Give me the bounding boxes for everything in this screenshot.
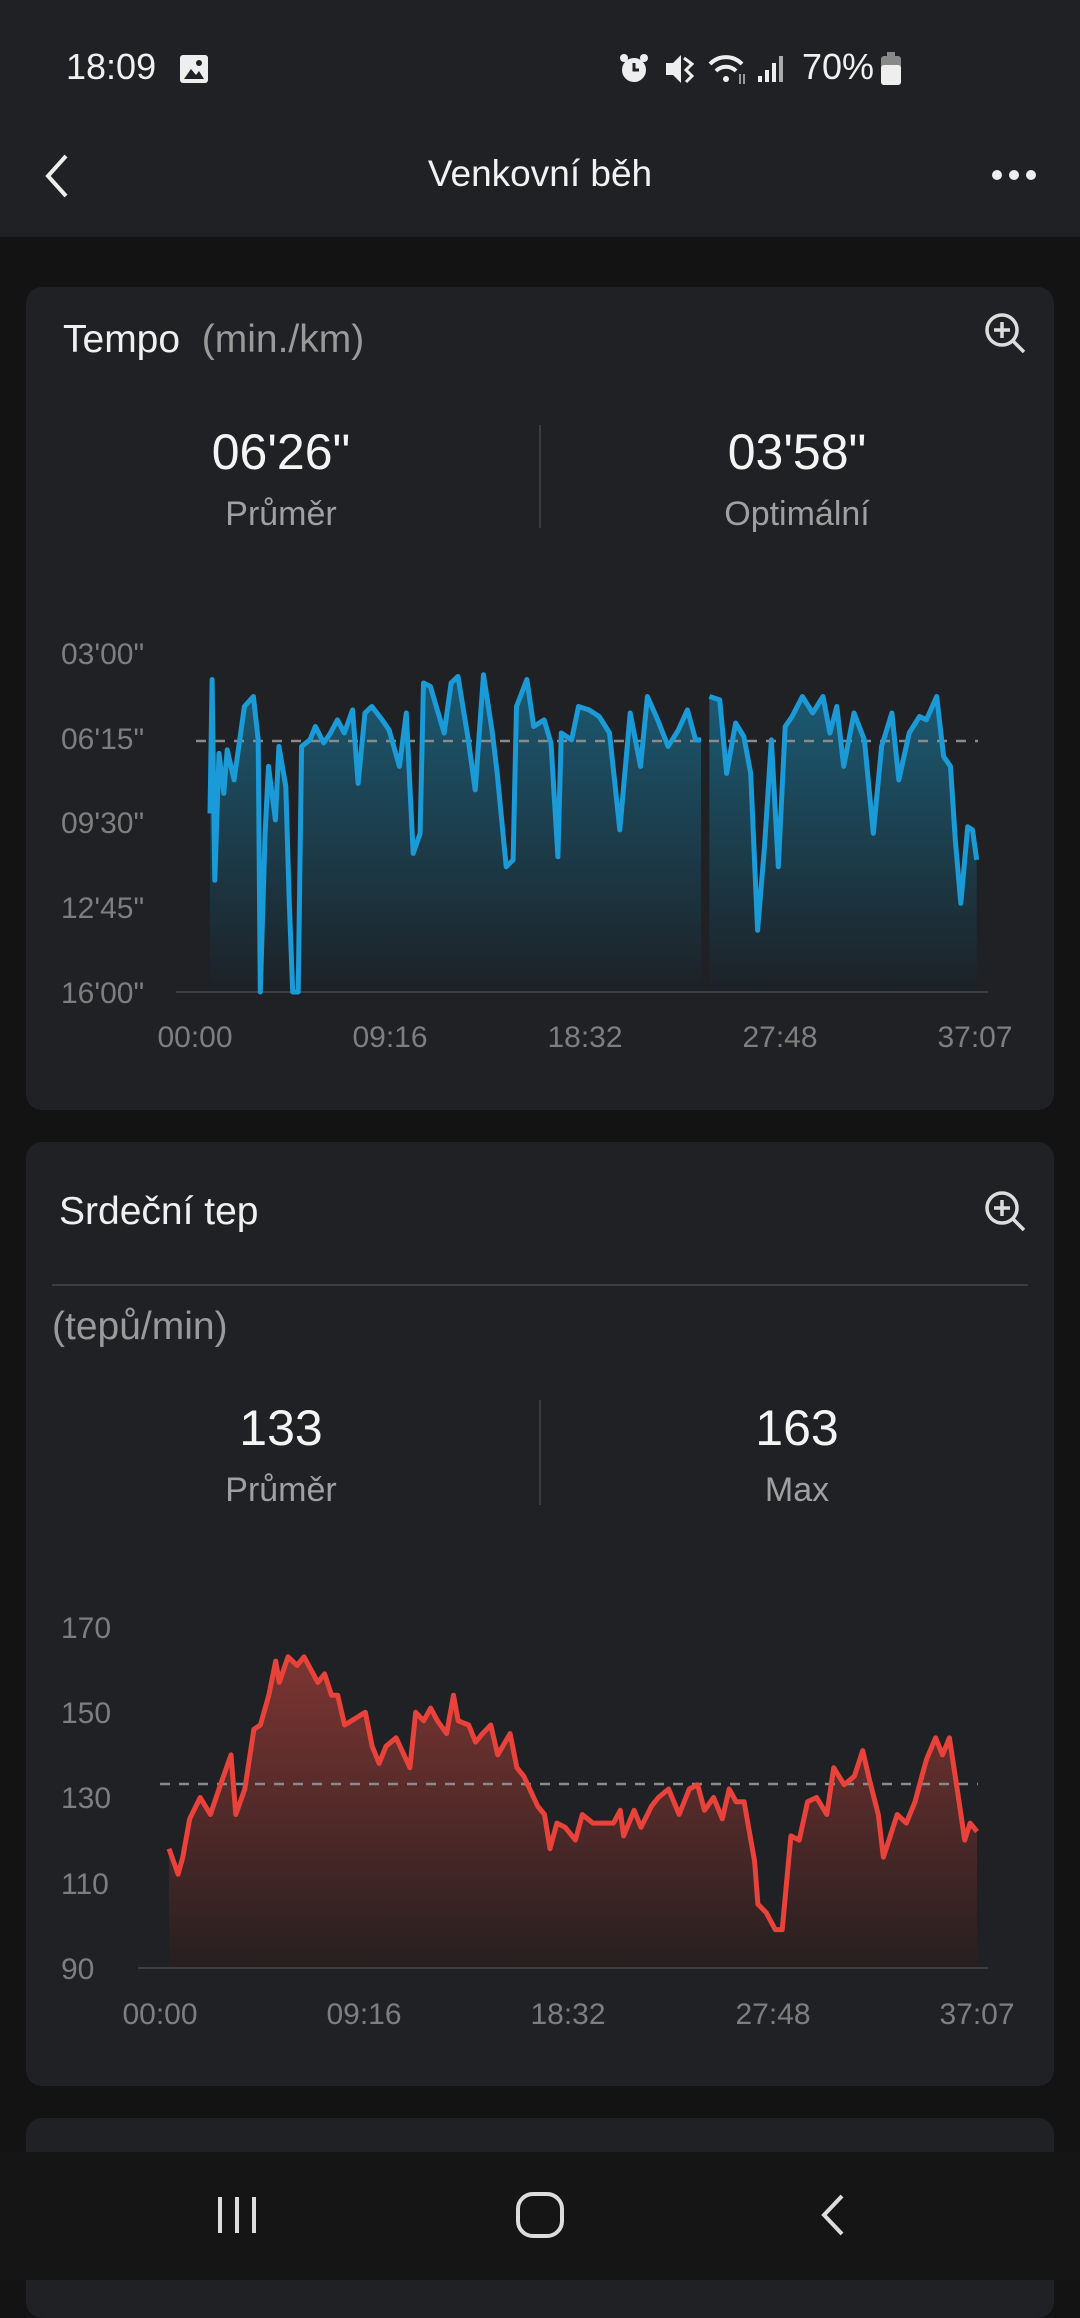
heart-series-area: [169, 1656, 977, 1968]
stats-divider: [539, 1400, 541, 1505]
mute-icon: [666, 55, 694, 84]
tempo-series-line: [207, 672, 702, 995]
battery-icon: [881, 52, 901, 85]
tempo-unit: (min./km): [201, 318, 365, 361]
back-icon[interactable]: [818, 2193, 848, 2237]
image-icon: [180, 55, 208, 83]
heart-y-tick: 170: [61, 1612, 111, 1645]
page-title: Venkovní běh: [427, 153, 653, 194]
heart-max-value: 163: [755, 1400, 839, 1456]
battery-percent: 70%: [802, 46, 875, 87]
tempo-y-tick: 12'45": [61, 892, 144, 925]
tempo-y-tick: 03'00": [61, 638, 144, 671]
tempo-title: Tempo (min./km): [63, 318, 364, 362]
heart-x-tick: 27:48: [735, 1998, 810, 2031]
tempo-best-label: Optimální: [724, 495, 870, 533]
tempo-y-tick: 06'15": [61, 723, 144, 756]
alarm-icon: [620, 54, 648, 82]
heart-max-label: Max: [764, 1471, 830, 1509]
heart-y-tick: 110: [61, 1868, 109, 1901]
tempo-title-text: Tempo: [63, 318, 181, 361]
tempo-series-area: [709, 696, 977, 992]
tempo-avg-value: 06'26": [211, 424, 351, 480]
heart-unit: (tepů/min): [52, 1305, 228, 1348]
tempo-zoom-button[interactable]: [982, 310, 1028, 356]
tempo-y-tick: 09'30": [61, 807, 144, 840]
heart-y-tick: 150: [61, 1697, 111, 1730]
recent-apps-icon[interactable]: [214, 2195, 260, 2235]
heart-x-tick: 00:00: [122, 1998, 197, 2031]
tempo-x-tick: 37:07: [937, 1021, 1012, 1054]
heart-zoom-button[interactable]: [982, 1188, 1028, 1234]
heart-header-divider: [52, 1284, 1028, 1286]
back-button[interactable]: [40, 152, 72, 200]
stats-divider: [539, 425, 541, 528]
home-icon[interactable]: [515, 2191, 565, 2239]
more-options-button[interactable]: [990, 164, 1038, 186]
heart-x-tick: 37:07: [939, 1998, 1014, 2031]
tempo-y-tick: 16'00": [61, 977, 144, 1010]
heart-title: Srdeční tep: [59, 1190, 259, 1233]
heart-avg-label: Průměr: [225, 1471, 337, 1509]
heart-avg-value: 133: [239, 1400, 323, 1456]
heart-y-tick: 130: [61, 1782, 111, 1815]
heart-y-tick: 90: [61, 1953, 94, 1986]
status-time: 18:09: [66, 46, 157, 87]
tempo-x-tick: 18:32: [547, 1021, 622, 1054]
heart-x-tick: 09:16: [326, 1998, 401, 2031]
tempo-series-area: [210, 674, 702, 992]
tempo-best-value: 03'58": [727, 424, 867, 480]
tempo-series-line: [708, 694, 980, 933]
tempo-x-tick: 27:48: [742, 1021, 817, 1054]
tempo-avg-label: Průměr: [225, 495, 337, 533]
heart-series-line: [166, 1654, 979, 1933]
heart-x-tick: 18:32: [530, 1998, 605, 2031]
tempo-x-tick: 09:16: [352, 1021, 427, 1054]
top-bar: [0, 0, 1080, 237]
signal-icon: [758, 56, 783, 82]
navigation-bar: [0, 2152, 1080, 2280]
wifi-icon: [708, 55, 745, 84]
tempo-x-tick: 00:00: [157, 1021, 232, 1054]
